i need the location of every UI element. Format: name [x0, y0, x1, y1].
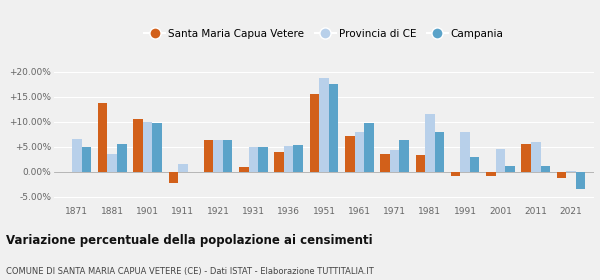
Bar — [152, 123, 162, 172]
Bar — [364, 123, 374, 172]
Bar — [239, 167, 248, 172]
Bar — [566, 171, 576, 172]
Bar — [531, 143, 541, 172]
Bar — [214, 140, 223, 172]
Bar — [425, 115, 434, 172]
Bar — [143, 122, 152, 172]
Bar — [293, 145, 303, 172]
Bar — [496, 150, 505, 172]
Bar — [400, 140, 409, 172]
Bar — [258, 147, 268, 172]
Bar — [329, 84, 338, 172]
Bar — [204, 140, 214, 172]
Bar — [82, 147, 91, 172]
Bar — [133, 119, 143, 172]
Bar — [319, 78, 329, 172]
Bar — [380, 154, 390, 172]
Bar — [576, 172, 586, 189]
Bar — [557, 172, 566, 178]
Bar — [274, 152, 284, 172]
Bar — [310, 94, 319, 172]
Bar — [284, 146, 293, 172]
Legend: Santa Maria Capua Vetere, Provincia di CE, Campania: Santa Maria Capua Vetere, Provincia di C… — [140, 25, 508, 43]
Bar — [390, 150, 400, 172]
Bar — [107, 154, 117, 172]
Text: COMUNE DI SANTA MARIA CAPUA VETERE (CE) - Dati ISTAT - Elaborazione TUTTITALIA.I: COMUNE DI SANTA MARIA CAPUA VETERE (CE) … — [6, 267, 374, 276]
Bar — [416, 155, 425, 172]
Bar — [434, 132, 444, 172]
Bar — [345, 136, 355, 172]
Bar — [451, 172, 460, 176]
Bar — [521, 144, 531, 172]
Bar — [248, 147, 258, 172]
Bar — [505, 166, 515, 172]
Bar — [541, 166, 550, 172]
Bar — [117, 144, 127, 172]
Bar — [178, 164, 188, 172]
Bar — [169, 172, 178, 183]
Bar — [470, 157, 479, 172]
Bar — [460, 132, 470, 172]
Text: Variazione percentuale della popolazione ai censimenti: Variazione percentuale della popolazione… — [6, 234, 373, 247]
Bar — [355, 132, 364, 172]
Bar — [486, 172, 496, 176]
Bar — [223, 140, 232, 172]
Bar — [72, 139, 82, 172]
Bar — [98, 103, 107, 172]
